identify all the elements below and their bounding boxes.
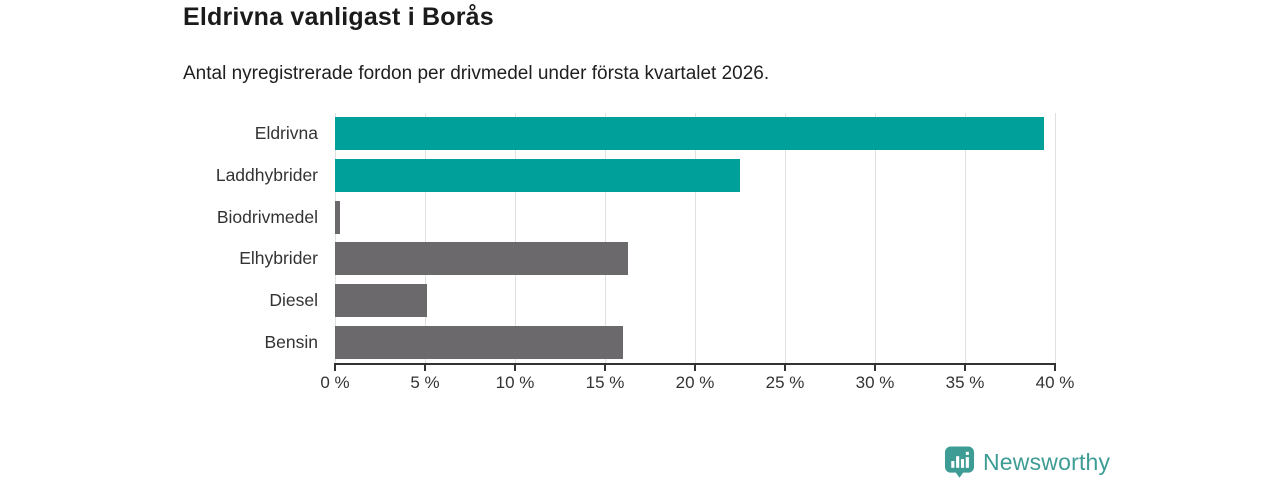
gridline xyxy=(965,113,966,363)
newsworthy-pin-icon xyxy=(944,446,975,478)
axis-tick-label: 25 % xyxy=(765,373,805,392)
axis-tick-label: 20 % xyxy=(675,373,715,392)
axis-tick xyxy=(694,363,696,371)
category-label: Elhybrider xyxy=(239,248,318,269)
category-label: Laddhybrider xyxy=(215,165,318,185)
bar-eldrivna xyxy=(335,117,1045,151)
gridline xyxy=(695,113,696,363)
bar-row: Biodrivmedel xyxy=(180,196,1055,238)
category-label: Eldrivna xyxy=(254,123,318,144)
bar-track xyxy=(335,200,1055,234)
axis-tick-label: 35 % xyxy=(945,373,985,392)
newsworthy-logo[interactable]: Newsworthy xyxy=(944,445,1110,479)
bar-elhybrider xyxy=(335,242,629,276)
axis-tick xyxy=(604,363,606,371)
gridline xyxy=(425,113,426,363)
axis-tick-label: 5 % xyxy=(410,373,440,392)
axis-tick xyxy=(784,363,786,371)
axis-tick xyxy=(1054,363,1056,371)
gridline xyxy=(605,113,606,363)
bar-track xyxy=(335,242,1055,276)
bar-track xyxy=(335,159,1055,192)
gridline xyxy=(785,113,786,363)
bar-row: Eldrivna xyxy=(180,113,1055,155)
bar-row: Laddhybrider xyxy=(180,155,1055,197)
bar-row: Diesel xyxy=(180,280,1055,322)
newsworthy-wordmark: Newsworthy xyxy=(983,448,1111,475)
bar-bensin xyxy=(335,325,623,359)
category-label: Bensin xyxy=(264,331,318,352)
category-label: Biodrivmedel xyxy=(216,206,318,227)
axis-tick xyxy=(334,363,336,371)
bar-chart-rows: Eldrivna Laddhybrider Biodrivmedel Elhybrid… xyxy=(180,113,1055,363)
axis-tick xyxy=(514,363,516,371)
plot-gridlines xyxy=(335,113,1056,363)
axis-tick-label: 40 % xyxy=(1035,373,1075,392)
bar-track xyxy=(335,284,1055,318)
bar-biodrivmedel xyxy=(335,200,341,234)
gridline xyxy=(335,113,336,363)
axis-tick xyxy=(874,363,876,371)
bar-laddhybrider xyxy=(335,159,740,192)
axis-tick xyxy=(964,363,966,371)
bar-row: Bensin xyxy=(180,321,1055,363)
gridline xyxy=(1055,113,1056,363)
bar-row: Elhybrider xyxy=(180,238,1055,280)
gridline xyxy=(515,113,516,363)
chart-subtitle: Antal nyregistrerade fordon per drivmede… xyxy=(183,63,770,84)
bar-track xyxy=(335,117,1055,151)
bar-track xyxy=(335,325,1055,359)
axis-tick xyxy=(424,363,426,371)
axis-tick-label: 10 % xyxy=(495,373,535,392)
axis-tick-label: 0 % xyxy=(320,373,350,392)
gridline xyxy=(875,113,876,363)
axis-tick-label: 30 % xyxy=(855,373,895,392)
bar-diesel xyxy=(335,284,427,318)
category-label: Diesel xyxy=(269,290,318,311)
axis-tick-label: 15 % xyxy=(585,373,625,392)
chart-title: Eldrivna vanligast i Borås xyxy=(183,3,494,31)
